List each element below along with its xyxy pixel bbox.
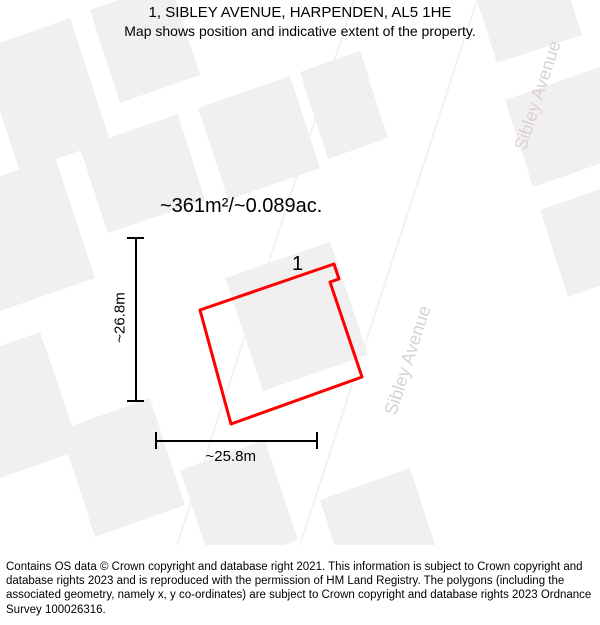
dim-vertical-line [135, 237, 137, 400]
area-label: ~361m²/~0.089ac. [160, 195, 322, 218]
dim-horizontal-cap-left [155, 432, 157, 449]
footer-copyright: Contains OS data © Crown copyright and d… [0, 556, 600, 625]
plot-number: 1 [292, 253, 303, 276]
dim-vertical-cap-bottom [127, 400, 144, 402]
page-title: 1, SIBLEY AVENUE, HARPENDEN, AL5 1HE [0, 4, 600, 21]
dim-horizontal-line [155, 440, 316, 442]
dim-horizontal-label: ~25.8m [206, 448, 256, 465]
map-area: ~361m²/~0.089ac. 1 Sibley Avenue Sibley … [0, 0, 600, 545]
dim-vertical-cap-top [127, 237, 144, 239]
header: 1, SIBLEY AVENUE, HARPENDEN, AL5 1HE Map… [0, 4, 600, 39]
page-subtitle: Map shows position and indicative extent… [0, 23, 600, 39]
dim-vertical-label: ~26.8m [112, 277, 129, 357]
dim-horizontal-cap-right [316, 432, 318, 449]
